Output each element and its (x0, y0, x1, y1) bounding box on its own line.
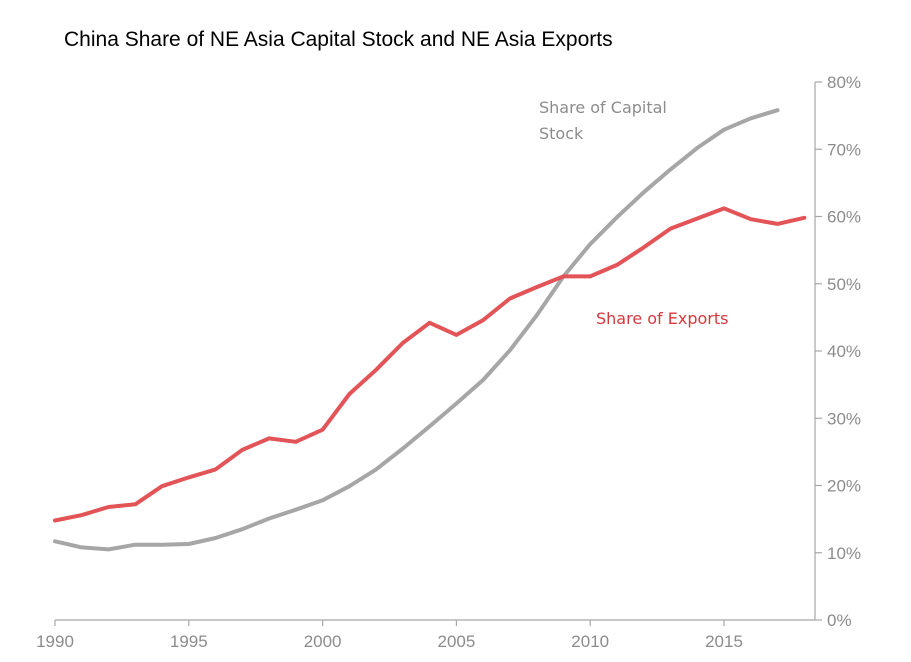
x-axis-ticks: 1990 1995 2000 2005 2010 2015 (36, 620, 743, 651)
y-tick-label: 70% (827, 140, 861, 159)
series-lines (53, 108, 807, 552)
series-labels: Share of Capital Stock Share of Exports (539, 98, 728, 328)
capital-stock-series-label: Share of Capital (539, 98, 667, 117)
y-tick-label: 30% (827, 409, 861, 428)
capital-stock-series-label: Stock (539, 124, 584, 143)
y-tick-label: 0% (827, 611, 852, 630)
y-tick-label: 20% (827, 477, 861, 496)
y-tick-label: 40% (827, 342, 861, 361)
y-tick-label: 50% (827, 275, 861, 294)
x-tick-label: 2005 (437, 632, 475, 651)
y-tick-label: 80% (827, 73, 861, 92)
exports-series-label: Share of Exports (596, 309, 728, 328)
chart-title: China Share of NE Asia Capital Stock and… (64, 28, 613, 51)
y-tick-label: 10% (827, 544, 861, 563)
x-tick-label: 2000 (304, 632, 342, 651)
x-tick-label: 2010 (571, 632, 609, 651)
capital-stock-series-line (53, 108, 780, 552)
y-axis-ticks: 0% 10% 20% 30% 40% 50% 60% 70% 80% (815, 73, 861, 630)
x-tick-label: 1990 (36, 632, 74, 651)
x-tick-label: 1995 (170, 632, 208, 651)
x-tick-label: 2015 (705, 632, 743, 651)
exports-series-line (53, 206, 807, 523)
y-tick-label: 60% (827, 208, 861, 227)
